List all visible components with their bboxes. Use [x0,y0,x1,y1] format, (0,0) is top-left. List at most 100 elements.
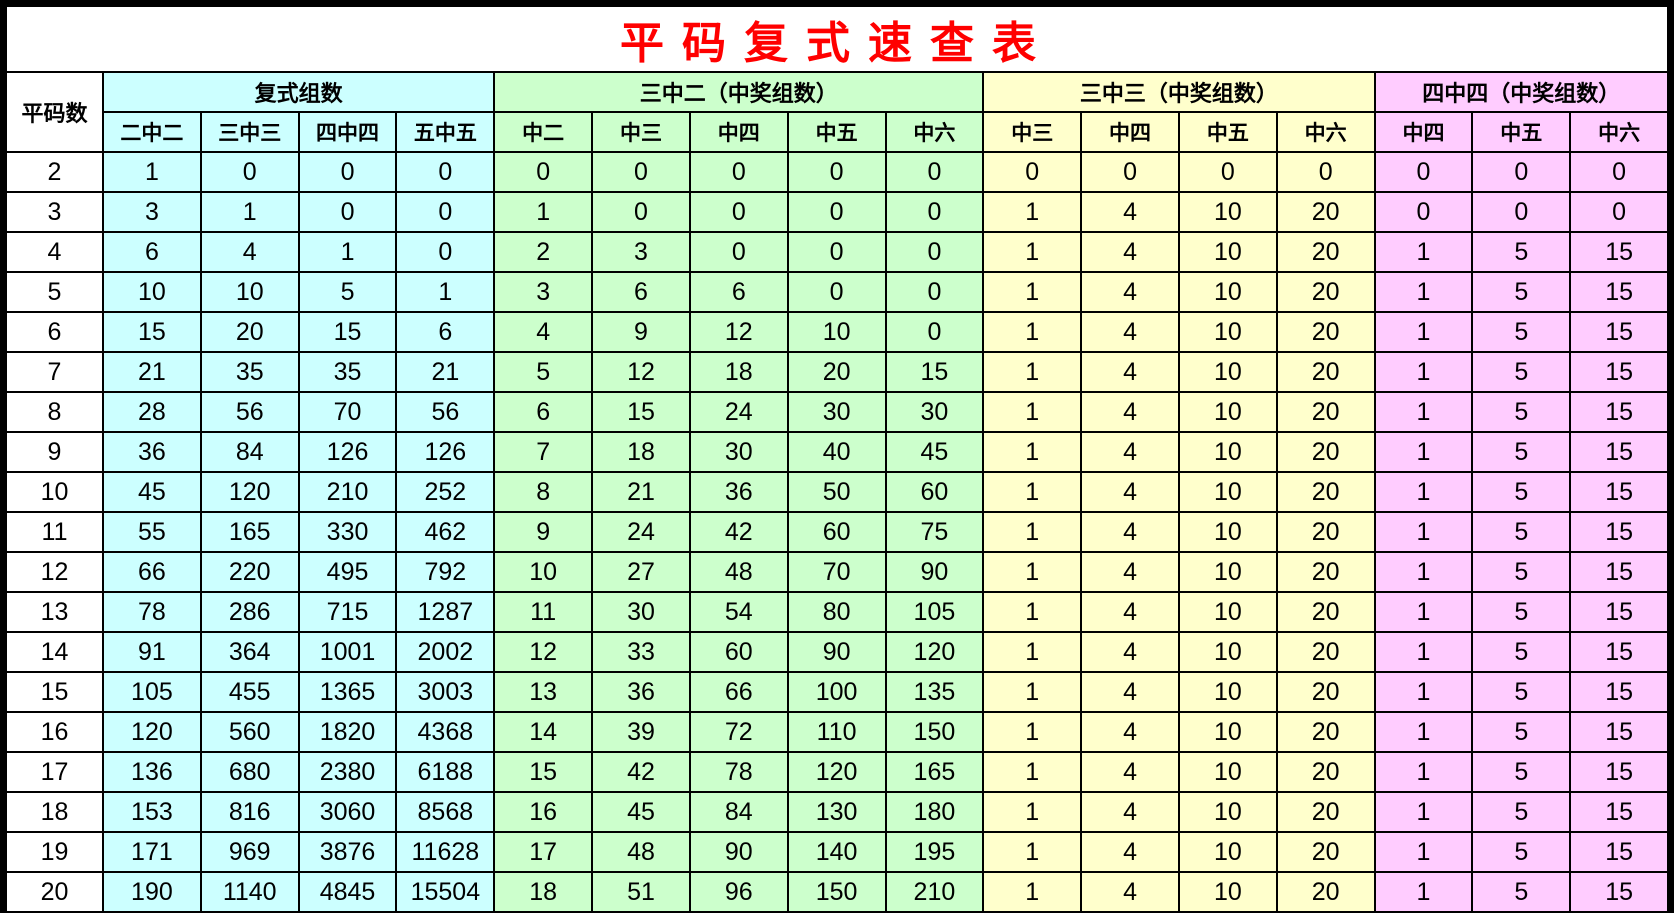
table-cell: 20 [1275,351,1376,393]
lookup-table-container: 平码复式速查表 平码数 复式组数 三中二（中奖组数） 三中三（中奖组数） 四中四（中奖… [5,5,1670,913]
table-cell: 462 [395,511,496,553]
table-cell: 15 [1569,351,1669,393]
table-cell: 1365 [297,671,398,713]
table-cell: 1820 [297,711,398,753]
group-header: 三中二（中奖组数） [493,71,985,113]
row-label-cell: 20 [5,871,104,913]
table-cell: 10 [1177,351,1278,393]
table-row: 8 28 56 70 56 6 15 24 30 30 1 4 10 20 1 5 15 [5,391,1669,433]
table-cell: 1 [493,191,594,233]
row-label-cell: 5 [5,271,104,313]
table-cell: 5 [1471,351,1572,393]
table-cell: 10 [1177,311,1278,353]
table-cell: 21 [395,351,496,393]
table-cell: 136 [102,751,202,793]
table-cell: 0 [395,231,496,273]
table-cell: 495 [297,551,398,593]
table-cell: 1140 [199,871,300,913]
table-cell: 20 [1275,671,1376,713]
table-cell: 60 [786,511,887,553]
table-row: 7 21 35 35 21 5 12 18 20 15 1 4 10 20 1 5 15 [5,351,1669,393]
table-cell: 6 [102,231,202,273]
group-header: 复式组数 [101,71,496,113]
table-cell: 60 [884,471,985,513]
table-cell: 1 [982,191,1083,233]
table-cell: 0 [982,151,1083,193]
table-cell: 8568 [395,791,496,833]
row-label-cell: 2 [5,151,104,193]
table-cell: 66 [688,671,789,713]
table-cell: 3 [591,231,691,273]
table-cell: 1 [1373,871,1474,913]
table-cell: 130 [786,791,887,833]
table-cell: 56 [395,391,496,433]
table-cell: 20 [1275,431,1376,473]
table-cell: 15 [1569,751,1669,793]
table-cell: 4 [199,231,300,273]
table-cell: 1 [982,431,1083,473]
table-cell: 56 [199,391,300,433]
table-cell: 20 [1275,591,1376,633]
table-cell: 120 [786,751,887,793]
table-cell: 28 [102,391,202,433]
table-cell: 27 [591,551,691,593]
table-cell: 5 [1471,431,1572,473]
table-cell: 4 [1080,671,1180,713]
table-cell: 1 [982,551,1083,593]
table-cell: 126 [297,431,398,473]
table-cell: 20 [1275,751,1376,793]
table-cell: 15 [1569,271,1669,313]
table-cell: 9 [493,511,594,553]
table-cell: 0 [493,151,594,193]
table-cell: 4 [1080,391,1180,433]
table-cell: 84 [688,791,789,833]
table-cell: 66 [102,551,202,593]
row-label-cell: 18 [5,791,104,833]
table-cell: 5 [1471,871,1572,913]
table-cell: 5 [1471,591,1572,633]
table-cell: 6188 [395,751,496,793]
table-cell: 15 [1569,471,1669,513]
table-cell: 100 [786,671,887,713]
table-cell: 20 [1275,191,1376,233]
table-cell: 0 [1080,151,1180,193]
table-cell: 5 [1471,551,1572,593]
table-cell: 0 [1275,151,1376,193]
table-cell: 90 [884,551,985,593]
table-cell: 5 [297,271,398,313]
table-cell: 5 [1471,271,1572,313]
table-cell: 10 [1177,471,1278,513]
row-label-cell: 6 [5,311,104,353]
table-cell: 15 [1569,631,1669,673]
table-cell: 5 [1471,471,1572,513]
table-cell: 1 [297,231,398,273]
table-cell: 10 [1177,271,1278,313]
table-cell: 10 [1177,431,1278,473]
table-cell: 3 [102,191,202,233]
table-cell: 0 [884,271,985,313]
table-cell: 4 [1080,551,1180,593]
table-cell: 10 [199,271,300,313]
table-cell: 2002 [395,631,496,673]
table-cell: 10 [1177,511,1278,553]
table-cell: 126 [395,431,496,473]
table-cell: 39 [591,711,691,753]
table-cell: 1 [982,471,1083,513]
table-cell: 5 [1471,671,1572,713]
table-cell: 15 [102,311,202,353]
table-cell: 72 [688,711,789,753]
table-cell: 45 [884,431,985,473]
table-cell: 15 [1569,791,1669,833]
table-cell: 50 [786,471,887,513]
table-cell: 20 [1275,311,1376,353]
row-label-cell: 4 [5,231,104,273]
group-header-row: 平码数 复式组数 三中二（中奖组数） 三中三（中奖组数） 四中四（中奖组数） [5,71,1670,153]
table-cell: 0 [395,191,496,233]
row-label-cell: 10 [5,471,104,513]
table-cell: 120 [199,471,300,513]
row-label-cell: 14 [5,631,104,673]
row-label-cell: 7 [5,351,104,393]
table-cell: 0 [688,231,789,273]
table-cell: 70 [786,551,887,593]
table-cell: 180 [884,791,985,833]
